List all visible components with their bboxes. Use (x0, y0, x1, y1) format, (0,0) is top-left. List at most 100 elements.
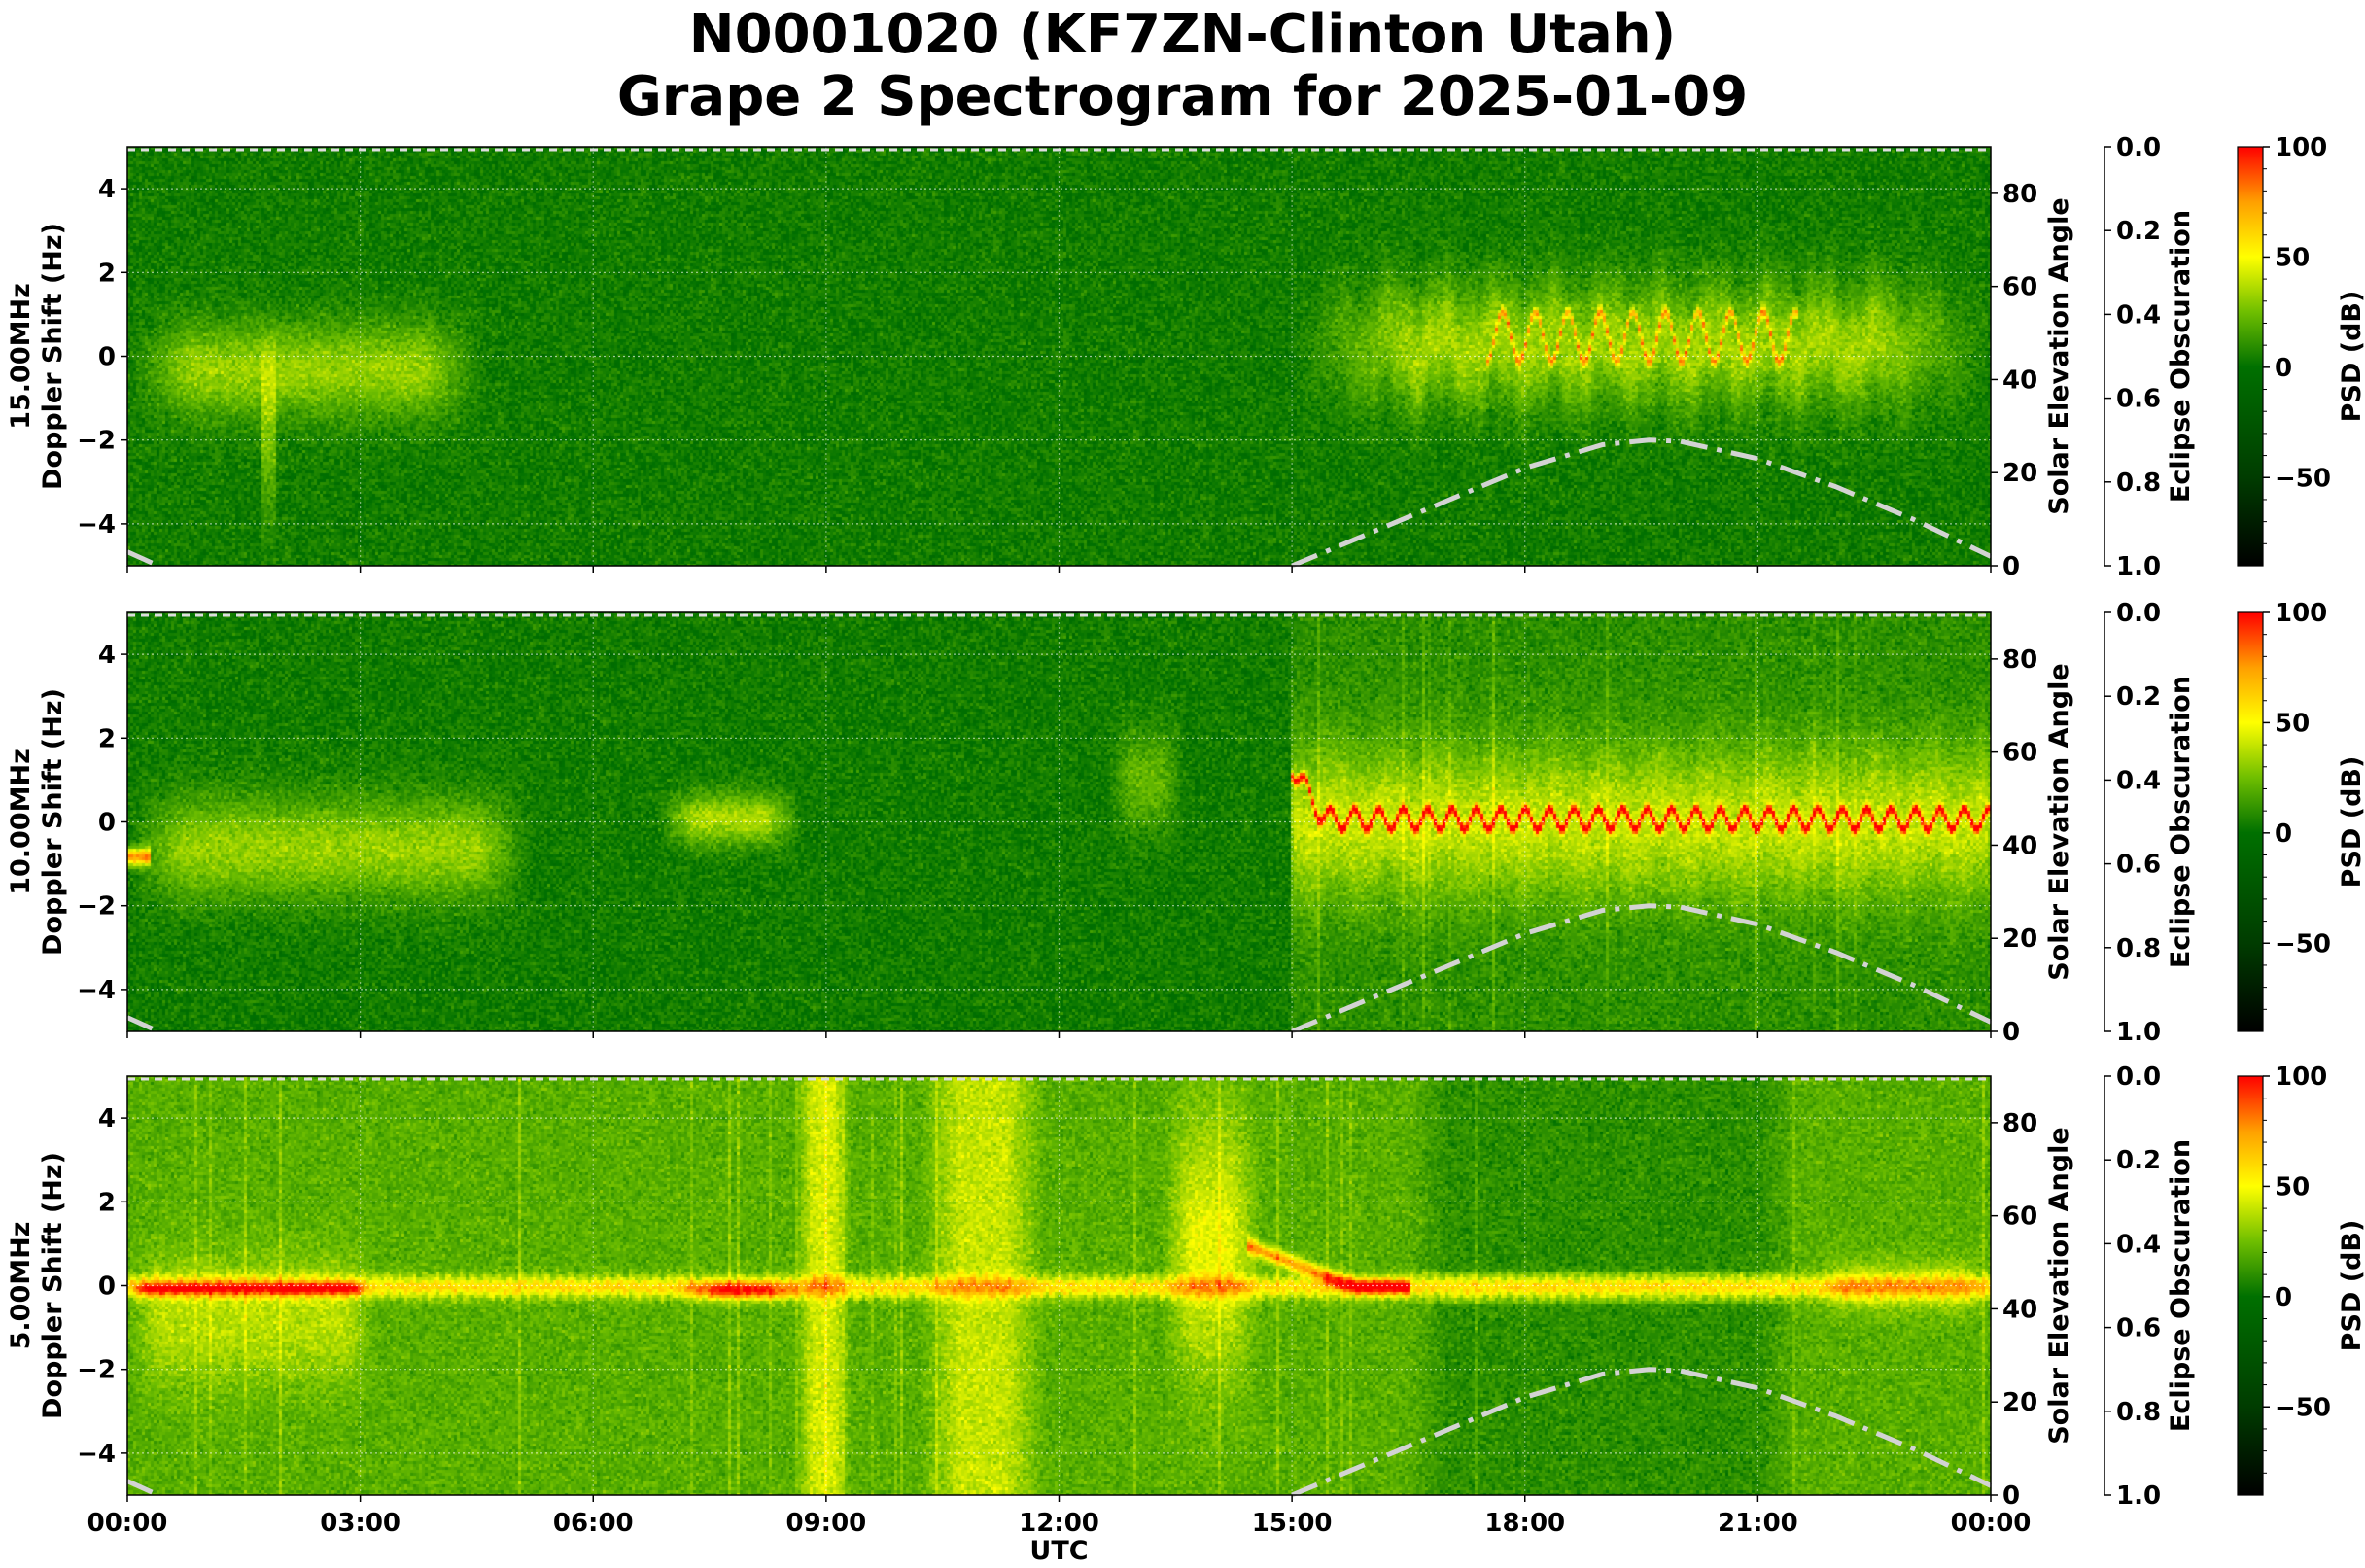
eclipse-axis-label: Eclipse Obscuration (2166, 210, 2196, 503)
colorbar-tick-label: 0 (2275, 354, 2292, 383)
solar-elevation-curve (125, 1479, 159, 1498)
colorbar-tick-label: 0 (2275, 819, 2292, 849)
x-tick-label: 21:00 (1718, 1509, 1798, 1538)
solar-elevation-curve (125, 1015, 159, 1034)
colorbar-tick-label: 100 (2275, 133, 2327, 162)
colorbar-label: PSD (dB) (2337, 291, 2365, 423)
elevation-tick-label: 0 (2002, 1018, 2020, 1047)
solar-elevation-curve (125, 549, 159, 569)
x-tick-label: 12:00 (1019, 1509, 1099, 1538)
eclipse-tick-label: 1.0 (2116, 552, 2161, 581)
colorbar-label: PSD (dB) (2337, 756, 2365, 889)
eclipse-axis-label: Eclipse Obscuration (2166, 1139, 2196, 1432)
eclipse-tick-label: 1.0 (2116, 1481, 2161, 1511)
panel-frequency-label: 5.00MHz (6, 1222, 36, 1350)
colorbar-tick-label: 100 (2275, 1063, 2327, 1092)
eclipse-tick-label: 0.4 (2116, 766, 2161, 795)
x-tick-label: 09:00 (785, 1509, 866, 1538)
eclipse-tick-label: 0.6 (2116, 851, 2161, 880)
eclipse-tick-label: 0.2 (2116, 1146, 2161, 1175)
y-tick-label: 0 (98, 1272, 116, 1302)
eclipse-tick-label: 0.8 (2116, 469, 2161, 498)
colorbar-tick-label: 50 (2275, 709, 2310, 738)
colorbar-label: PSD (dB) (2337, 1220, 2365, 1352)
elevation-tick-label: 40 (2002, 1295, 2037, 1324)
solar-elevation-curve (1291, 437, 1993, 569)
x-tick-label: 06:00 (553, 1509, 634, 1538)
spectrogram-image-10.00MHz (127, 612, 1991, 1031)
x-tick-label: 15:00 (1252, 1509, 1333, 1538)
colorbar-tick-label: −50 (2275, 1393, 2331, 1422)
y-tick-label: 4 (98, 1104, 116, 1133)
elevation-axis-label: Solar Elevation Angle (2044, 197, 2074, 514)
y-tick-label: −4 (77, 510, 116, 540)
eclipse-tick-label: 0.0 (2116, 1063, 2161, 1092)
elevation-tick-label: 80 (2002, 645, 2037, 675)
psd-colorbar (2237, 146, 2264, 567)
y-tick-label: −4 (77, 976, 116, 1005)
panel-frequency-label: 15.00MHz (6, 283, 36, 430)
elevation-tick-label: 40 (2002, 366, 2037, 395)
y-tick-label: 0 (98, 809, 116, 838)
psd-colorbar (2237, 1075, 2264, 1496)
colorbar-tick-label: −50 (2275, 464, 2331, 493)
eclipse-tick-label: 0.0 (2116, 599, 2161, 628)
y-tick-label: 4 (98, 175, 116, 204)
y-axis-label: Doppler Shift (Hz) (38, 688, 68, 956)
y-tick-label: 2 (98, 724, 116, 753)
elevation-tick-label: 0 (2002, 1481, 2020, 1511)
x-tick-label: 00:00 (1951, 1509, 2032, 1538)
x-axis-label: UTC (1029, 1536, 1089, 1566)
elevation-tick-label: 20 (2002, 459, 2037, 488)
eclipse-axis-label: Eclipse Obscuration (2166, 676, 2196, 968)
eclipse-tick-label: 0.2 (2116, 217, 2161, 246)
y-tick-label: 2 (98, 259, 116, 288)
elevation-tick-label: 20 (2002, 1388, 2037, 1417)
elevation-tick-label: 60 (2002, 1202, 2037, 1232)
spectrogram-image-5.00MHz (127, 1076, 1991, 1495)
chart-title-line-2: Grape 2 Spectrogram for 2025-01-09 (616, 65, 1749, 128)
eclipse-tick-label: 1.0 (2116, 1018, 2161, 1047)
spectrogram-image-15.00MHz (127, 147, 1991, 566)
colorbar-tick-label: 50 (2275, 243, 2310, 272)
eclipse-tick-label: 0.4 (2116, 1230, 2161, 1259)
y-tick-label: −2 (77, 892, 116, 922)
elevation-tick-label: 80 (2002, 180, 2037, 209)
psd-colorbar (2237, 611, 2264, 1032)
elevation-tick-label: 40 (2002, 831, 2037, 860)
elevation-tick-label: 0 (2002, 552, 2020, 581)
eclipse-tick-label: 0.2 (2116, 682, 2161, 712)
y-tick-label: 0 (98, 343, 116, 372)
elevation-tick-label: 60 (2002, 739, 2037, 768)
elevation-tick-label: 60 (2002, 273, 2037, 302)
y-axis-label: Doppler Shift (Hz) (38, 1152, 68, 1419)
elevation-tick-label: 20 (2002, 924, 2037, 954)
eclipse-tick-label: 0.0 (2116, 133, 2161, 162)
x-tick-label: 00:00 (87, 1509, 168, 1538)
solar-elevation-curve (1291, 1367, 1993, 1498)
eclipse-tick-label: 0.8 (2116, 934, 2161, 963)
colorbar-tick-label: 100 (2275, 599, 2327, 628)
y-tick-label: −4 (77, 1440, 116, 1469)
colorbar-tick-label: 50 (2275, 1172, 2310, 1202)
elevation-tick-label: 80 (2002, 1109, 2037, 1138)
y-tick-label: −2 (77, 427, 116, 456)
eclipse-tick-label: 0.6 (2116, 1314, 2161, 1343)
y-axis-label: Doppler Shift (Hz) (38, 223, 68, 490)
elevation-axis-label: Solar Elevation Angle (2044, 663, 2074, 980)
y-tick-label: −2 (77, 1356, 116, 1385)
panel-frequency-label: 10.00MHz (6, 749, 36, 895)
elevation-axis-label: Solar Elevation Angle (2044, 1127, 2074, 1444)
solar-elevation-curve (1291, 903, 1993, 1034)
eclipse-tick-label: 0.8 (2116, 1398, 2161, 1427)
colorbar-tick-label: −50 (2275, 929, 2331, 958)
colorbar-tick-label: 0 (2275, 1283, 2292, 1312)
y-tick-label: 4 (98, 641, 116, 670)
x-tick-label: 18:00 (1484, 1509, 1565, 1538)
y-tick-label: 2 (98, 1188, 116, 1217)
chart-title-line-1: N0001020 (KF7ZN-Clinton Utah) (688, 3, 1677, 66)
eclipse-tick-label: 0.6 (2116, 385, 2161, 414)
